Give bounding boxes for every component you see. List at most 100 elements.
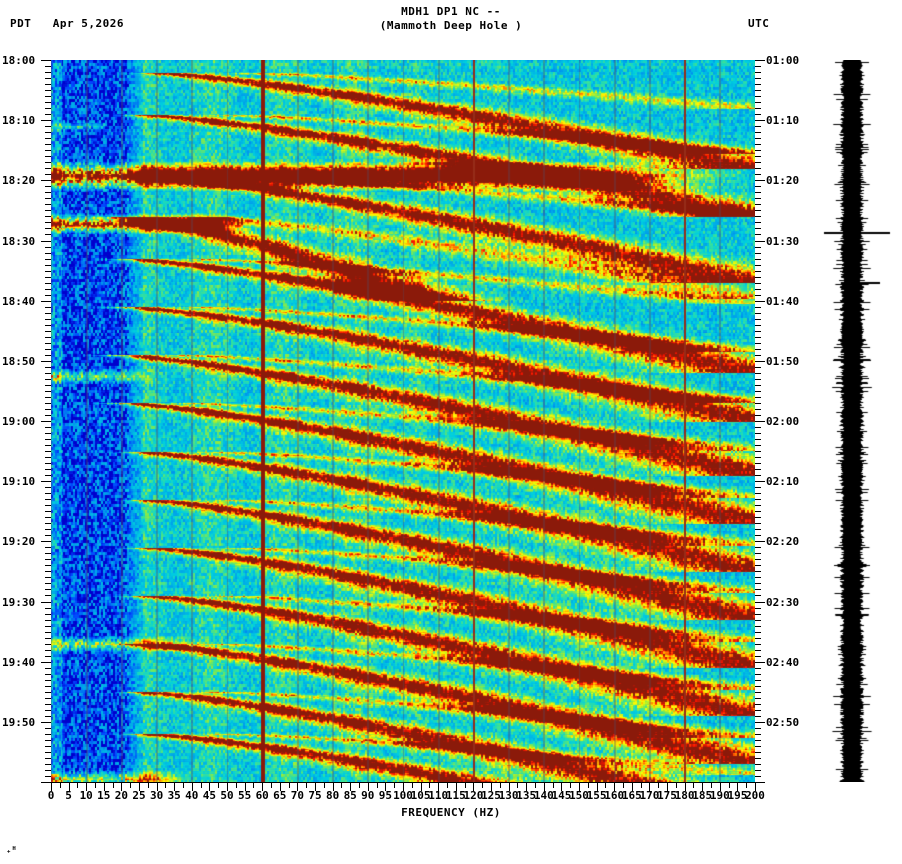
frequency-label: 25 [132,789,146,802]
frequency-tick [262,783,263,791]
frequency-tick [183,783,184,788]
frequency-label: 35 [167,789,181,802]
time-tick-right [755,728,761,729]
time-tick-left [45,108,51,109]
spectrogram-plot[interactable] [51,60,755,782]
frequency-label: 130 [498,789,519,802]
time-label-local: 18:40 [2,294,36,308]
time-tick-right [755,710,761,711]
time-tick-left [45,692,51,693]
time-tick-right [755,499,761,500]
time-tick-right [755,716,761,717]
time-tick-right [755,204,761,205]
time-tick-left [45,373,51,374]
time-tick-left [45,427,51,428]
time-tick-right [755,668,761,669]
frequency-label: 185 [692,789,713,802]
frequency-tick [201,783,202,788]
frequency-tick [605,783,606,788]
time-tick-left [45,174,51,175]
frequency-tick [641,783,642,788]
frequency-tick [359,783,360,788]
frequency-tick [289,783,290,788]
time-tick-right [755,234,761,235]
time-tick-right [755,427,761,428]
time-tick-left [45,295,51,296]
time-tick-right [755,301,765,302]
time-tick-right [755,72,761,73]
time-tick-left [45,614,51,615]
time-label-utc: 02:40 [766,655,800,669]
time-tick-right [755,469,761,470]
time-tick-right [755,463,761,464]
time-tick-right [755,168,761,169]
time-tick-left [45,391,51,392]
time-label-local: 19:10 [2,475,36,489]
time-tick-right [755,758,761,759]
frequency-tick [148,783,149,788]
time-tick-left [45,517,51,518]
time-tick-left [45,776,51,777]
frequency-tick [676,783,677,788]
time-tick-right [755,595,761,596]
time-label-local: 19:50 [2,715,36,729]
frequency-label: 15 [97,789,111,802]
time-tick-left [45,656,51,657]
frequency-tick [297,783,298,791]
time-label-local: 18:20 [2,174,36,188]
time-tick-left [45,608,51,609]
time-tick-left [45,102,51,103]
time-tick-right [755,662,765,663]
frequency-tick [482,783,483,788]
time-tick-right [755,409,761,410]
frequency-tick [491,783,492,791]
time-tick-left [41,120,51,121]
time-label-utc: 02:10 [766,475,800,489]
time-tick-left [45,577,51,578]
time-tick-right [755,734,761,735]
frequency-tick [209,783,210,791]
time-tick-left [45,499,51,500]
frequency-tick [517,783,518,788]
frequency-label: 60 [255,789,269,802]
frequency-tick [570,783,571,788]
time-tick-left [45,505,51,506]
frequency-label: 5 [65,789,72,802]
frequency-tick [51,783,52,791]
frequency-tick [588,783,589,788]
time-tick-right [755,746,761,747]
time-label-utc: 01:40 [766,294,800,308]
time-tick-right [755,265,761,266]
time-label-utc: 02:50 [766,715,800,729]
time-tick-left [45,409,51,410]
frequency-label: 145 [551,789,572,802]
time-label-utc: 01:20 [766,174,800,188]
frequency-tick [737,783,738,791]
frequency-tick [553,783,554,788]
time-tick-right [755,403,761,404]
time-tick-left [45,535,51,536]
time-tick-right [755,307,761,308]
time-tick-right [755,523,761,524]
frequency-tick [456,783,457,791]
time-tick-right [755,162,761,163]
time-tick-left [45,475,51,476]
time-tick-left [45,325,51,326]
time-tick-right [755,277,761,278]
frequency-tick [218,783,219,788]
time-tick-left [45,198,51,199]
time-tick-left [45,433,51,434]
time-tick-right [755,620,761,621]
frequency-tick [693,783,694,788]
time-axis-utc: 01:00 01:10 01:20 01:30 01:40 01:50 02:00 02:10… [755,0,902,864]
time-tick-left [45,704,51,705]
time-tick-right [755,656,761,657]
time-tick-left [45,228,51,229]
time-tick-right [755,295,761,296]
time-tick-left [41,301,51,302]
frequency-tick [77,783,78,788]
frequency-tick [394,783,395,788]
frequency-label: 195 [727,789,748,802]
time-tick-right [755,517,761,518]
frequency-tick [139,783,140,791]
